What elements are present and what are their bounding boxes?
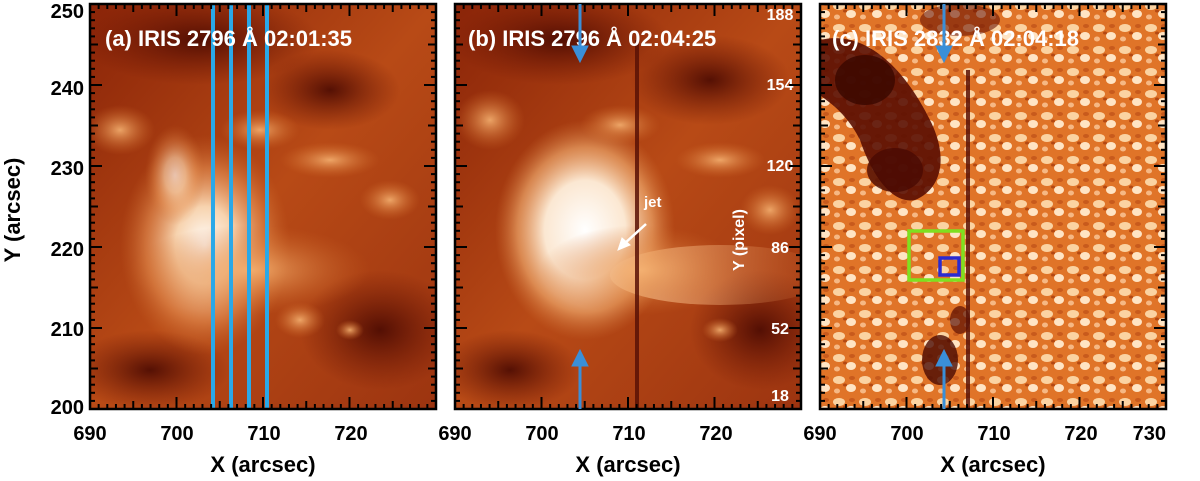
x-tick-label: 710	[247, 423, 280, 445]
x-axis-title: X (arcsec)	[210, 452, 315, 477]
x-tick-label: 710	[977, 423, 1010, 445]
pixel-tick-label: 52	[771, 321, 789, 338]
panel-b-title: (b) IRIS 2796 Å 02:04:25	[468, 25, 716, 51]
y-tick-label: 200	[51, 397, 84, 419]
x-axis-b: 690 700 710 720 X (arcsec)	[438, 423, 732, 477]
pixel-tick-label: 86	[771, 240, 789, 257]
pixel-tick-label: 188	[767, 7, 794, 24]
panel-a-title: (a) IRIS 2796 Å 02:01:35	[105, 25, 352, 51]
x-tick-label: 700	[160, 423, 193, 445]
pixel-tick-label: 120	[767, 158, 794, 175]
x-tick-label: 710	[612, 423, 645, 445]
x-tick-label: 720	[1064, 423, 1097, 445]
x-tick-label: 690	[73, 423, 106, 445]
arrow-top-c	[935, 4, 953, 64]
arrow-bottom-b	[571, 348, 589, 409]
pixel-axis: 188 154 120 86 52 18 Y (pixel)	[731, 7, 793, 405]
tick-marks	[89, 3, 1167, 410]
arrow-top-b	[571, 4, 589, 64]
x-tick-label: 700	[890, 423, 923, 445]
x-tick-label: 690	[803, 423, 836, 445]
x-axis-c: 690 700 710 720 730 X (arcsec)	[803, 423, 1166, 477]
green-box	[907, 229, 965, 282]
y-tick-label: 240	[51, 78, 84, 100]
x-tick-label: 720	[699, 423, 732, 445]
x-tick-label: 700	[525, 423, 558, 445]
y-axis: 250 240 230 220 210 200 Y (arcsec)	[0, 1, 84, 419]
x-tick-label: 730	[1133, 423, 1166, 445]
slit-lines	[211, 4, 269, 409]
pixel-axis-title: Y (pixel)	[731, 209, 748, 271]
blue-box	[938, 256, 961, 277]
panel-a: (a) IRIS 2796 Å 02:01:35	[88, 2, 438, 411]
jet-arrow	[617, 223, 647, 251]
y-axis-title: Y (arcsec)	[0, 158, 25, 263]
jet-label: jet	[643, 194, 662, 211]
panel-c: (c) IRIS 2832 Å 02:04:18	[818, 2, 1168, 411]
panel-a-image	[90, 4, 436, 409]
x-tick-label: 690	[438, 423, 471, 445]
panel-b-image	[455, 4, 801, 409]
y-tick-label: 220	[51, 239, 84, 261]
y-tick-label: 230	[51, 158, 84, 180]
x-axis-title: X (arcsec)	[940, 452, 1045, 477]
pixel-tick-label: 18	[771, 388, 789, 405]
y-tick-label: 210	[51, 319, 84, 341]
pixel-tick-label: 154	[767, 77, 794, 94]
x-tick-label: 720	[334, 423, 367, 445]
panel-c-title: (c) IRIS 2832 Å 02:04:18	[832, 25, 1079, 51]
panel-b: (b) IRIS 2796 Å 02:04:25 jet 188 154 120…	[453, 2, 803, 411]
y-tick-label: 250	[51, 1, 84, 23]
x-axis-title: X (arcsec)	[575, 452, 680, 477]
arrow-bottom-c	[935, 348, 953, 409]
panel-c-image	[820, 4, 1166, 409]
x-axis-a: 690 700 710 720 X (arcsec)	[73, 423, 367, 477]
